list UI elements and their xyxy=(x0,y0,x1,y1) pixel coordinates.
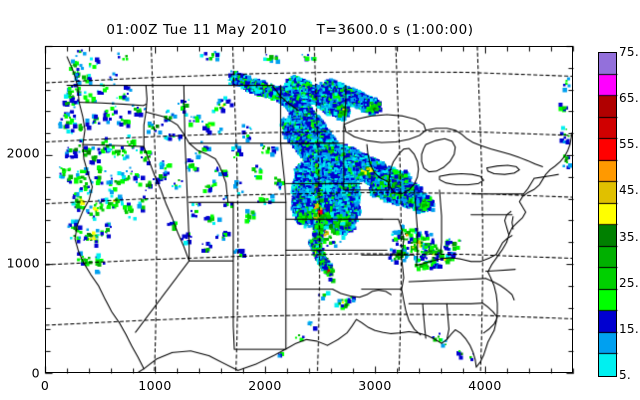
plot-title: 01:00Z Tue 11 May 2010 T=3600.0 s (1:00:… xyxy=(106,22,474,38)
colorbar-band xyxy=(599,117,616,140)
x-tick-label: 3000 xyxy=(358,378,392,393)
colorbar-band xyxy=(599,182,616,204)
colorbar-band xyxy=(599,225,616,247)
radar-reflectivity-map xyxy=(46,47,572,372)
plot-frame xyxy=(45,46,573,373)
colorbar-band xyxy=(599,203,616,226)
x-tick-label: 2000 xyxy=(248,378,282,393)
colorbar-tick-label: 15. xyxy=(619,321,639,336)
colorbar-band xyxy=(599,354,616,376)
x-tick-label: 1000 xyxy=(138,378,172,393)
colorbar-band xyxy=(599,74,616,97)
colorbar-tick-label: 25. xyxy=(619,275,639,290)
reflectivity-colorbar xyxy=(598,52,617,377)
x-tick-label: 4000 xyxy=(468,378,502,393)
colorbar-tick-label: 55. xyxy=(619,137,639,152)
colorbar-band xyxy=(599,289,616,312)
y-tick-label: 1000 xyxy=(6,255,40,271)
colorbar-band xyxy=(599,332,616,355)
colorbar-tick-label: 65. xyxy=(619,91,639,106)
colorbar-band xyxy=(599,311,616,333)
colorbar-band xyxy=(599,96,616,118)
colorbar-band xyxy=(599,160,616,183)
colorbar-tick-label: 35. xyxy=(619,229,639,244)
colorbar-band xyxy=(599,139,616,161)
y-tick-label: 0 xyxy=(31,365,40,381)
colorbar-band xyxy=(599,53,616,75)
colorbar-tick-label: 45. xyxy=(619,183,639,198)
colorbar-tick-label: 5. xyxy=(619,368,632,382)
colorbar-band xyxy=(599,246,616,269)
x-tick-label: 0 xyxy=(40,378,50,393)
y-tick-label: 2000 xyxy=(6,145,40,161)
colorbar-tick-label: 75. xyxy=(619,45,639,59)
colorbar-band xyxy=(599,268,616,290)
